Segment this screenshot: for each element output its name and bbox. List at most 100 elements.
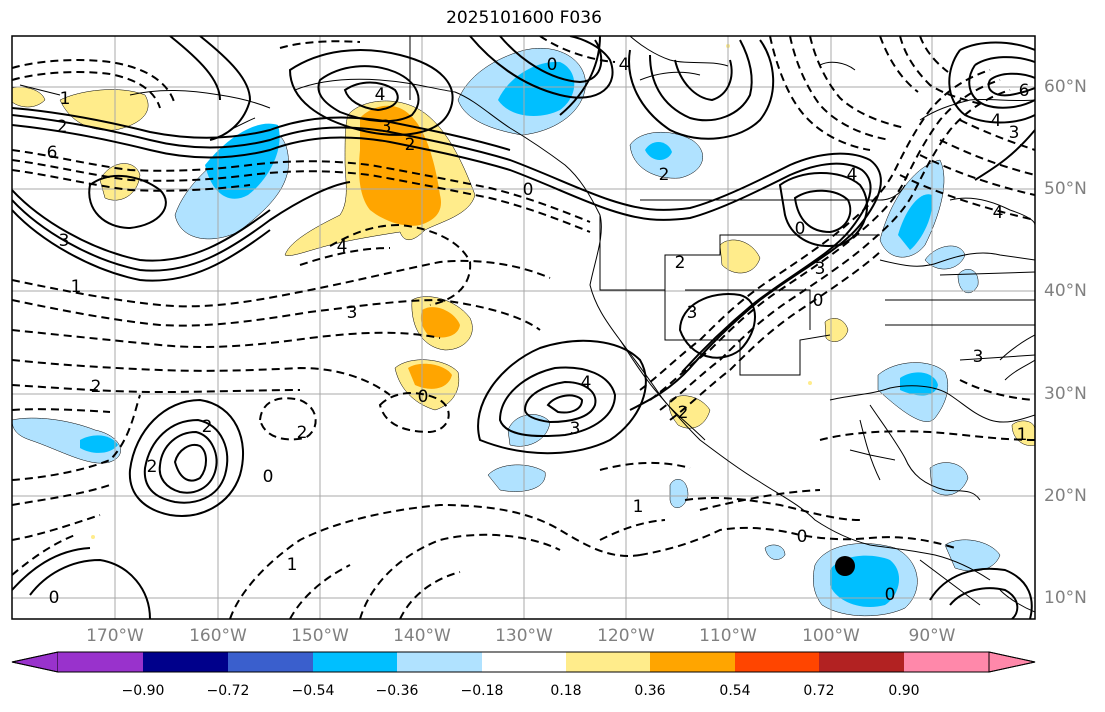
contour-label: 2 (675, 253, 686, 273)
contour-label: 4 (847, 165, 858, 185)
colorbar-segment (228, 652, 313, 672)
contour-label: 2 (91, 377, 102, 397)
colorbar-segment (313, 652, 397, 672)
lat-label: 10°N (1044, 588, 1087, 608)
contour-label: 4 (993, 203, 1004, 223)
shade-patch (898, 194, 933, 250)
lon-label: 160°W (189, 626, 247, 646)
shade-patch (408, 363, 452, 389)
colorbar-segment (482, 652, 566, 672)
colorbar-outline (11, 651, 1036, 673)
contour-label: 0 (523, 180, 534, 200)
contour-label: 0 (795, 219, 806, 239)
contour-layer-dashed (12, 36, 1035, 619)
colorbar-tick-label: 0.90 (888, 683, 920, 699)
contour-label: 4 (991, 111, 1002, 131)
shade-patch (719, 239, 761, 274)
shade-patch (957, 269, 979, 294)
shade-patch (359, 105, 441, 226)
contour-label: 2 (678, 403, 689, 423)
contour-label: 0 (547, 55, 558, 75)
colorbar-tick-label: −0.72 (206, 683, 250, 699)
shade-patch (929, 462, 969, 496)
contour-label: 2 (297, 423, 308, 443)
contour-label: 2 (202, 417, 213, 437)
colorbar-segment (397, 652, 482, 672)
colorbar-segment (566, 652, 650, 672)
lon-label: 130°W (495, 626, 553, 646)
colorbar-tick-label: 0.36 (634, 683, 666, 699)
contour-label: 2 (57, 117, 68, 137)
contour-label: 3 (347, 303, 358, 323)
lon-label: 110°W (699, 626, 757, 646)
contour-label: 4 (375, 85, 386, 105)
shade-patch (645, 141, 672, 160)
contour-label: 3 (973, 347, 984, 367)
colorbar-tick-label: 0.18 (550, 683, 582, 699)
shade-dot (91, 535, 95, 539)
contour-label: 3 (570, 419, 581, 439)
map-frame (11, 35, 1036, 620)
lon-label: 120°W (597, 626, 655, 646)
contour-label: 1 (287, 555, 298, 575)
colorbar-tick-label: −0.90 (121, 683, 165, 699)
shade-dot (808, 381, 812, 385)
contour-label: 4 (581, 373, 592, 393)
lat-label: 20°N (1044, 486, 1087, 506)
contour-label: 1 (633, 497, 644, 517)
colorbar-tick-label: −0.18 (460, 683, 504, 699)
shade-patch (669, 395, 711, 429)
contour-label: 0 (813, 291, 824, 311)
contour-label: 3 (815, 259, 826, 279)
lat-label: 30°N (1044, 384, 1087, 404)
colorbar-segment (735, 652, 819, 672)
colorbar (11, 651, 1036, 673)
contour-label: 2 (147, 457, 158, 477)
shade-patch (487, 464, 546, 492)
shade-patch (669, 479, 689, 508)
shade-patch (12, 86, 46, 108)
contour-label: 3 (59, 231, 70, 251)
colorbar-tick-label: −0.54 (291, 683, 335, 699)
colorbar-tick-label: −0.36 (375, 683, 419, 699)
contour-label: 0 (797, 527, 808, 547)
contour-label: 0 (418, 387, 429, 407)
colorbar-tick-label: 0.72 (803, 683, 835, 699)
lat-label: 60°N (1044, 77, 1087, 97)
lon-label: 140°W (393, 626, 451, 646)
lon-label: 170°W (86, 626, 144, 646)
gridlines (12, 36, 1035, 619)
colorbar-arrow-right (988, 651, 1036, 673)
contour-label: 4 (619, 55, 630, 75)
colorbar-segment (819, 652, 904, 672)
shade-patch (80, 435, 118, 453)
colorbar-segment (650, 652, 735, 672)
contour-label: 1 (71, 277, 82, 297)
contour-label: 0 (885, 585, 896, 605)
lon-label: 150°W (291, 626, 349, 646)
shade-patch (764, 544, 786, 560)
contour-label: 0 (49, 588, 60, 608)
colorbar-segment (58, 652, 143, 672)
colorbar-segment (904, 652, 989, 672)
contour-label: 1 (1017, 425, 1028, 445)
contour-layer (12, 36, 1035, 619)
shade-patch (420, 307, 460, 338)
shade-patch (900, 372, 938, 396)
position-marker (835, 556, 855, 576)
contour-label: 1 (60, 89, 71, 109)
map-title: 2025101600 F036 (446, 8, 602, 28)
colorbar-segment (143, 652, 228, 672)
contour-label: 2 (405, 135, 416, 155)
shade-patch (498, 61, 575, 116)
contour-label: 6 (47, 143, 58, 163)
lat-label: 40°N (1044, 281, 1087, 301)
contour-label: 3 (687, 303, 698, 323)
lon-label: 90°W (908, 626, 956, 646)
contour-label: 6 (1019, 81, 1030, 101)
colorbar-arrow-left (11, 651, 59, 673)
lon-label: 100°W (802, 626, 860, 646)
colorbar-tick-label: 0.54 (719, 683, 751, 699)
contour-label: 2 (659, 165, 670, 185)
